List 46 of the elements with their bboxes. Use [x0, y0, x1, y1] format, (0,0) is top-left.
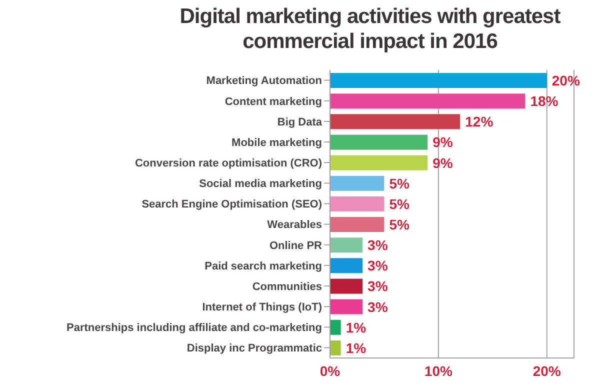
y-tick-label: Communities [252, 280, 322, 293]
y-tick-label: Big Data [277, 116, 323, 128]
y-tick-label: Wearables [267, 219, 322, 232]
data-label: 20% [552, 72, 580, 88]
y-tick-label: Paid search marketing [204, 260, 322, 272]
data-label: 3% [368, 237, 388, 254]
y-tick-label: Online PR [269, 240, 322, 252]
data-label: 12% [465, 114, 494, 130]
data-label: 1% [346, 340, 367, 356]
y-tick-label: Marketing Automation [206, 75, 322, 88]
chart-title: Digital marketing activities with greatest commercial impact in 2016 [178, 4, 562, 54]
y-tick-label: Search Engine Optimisation (SEO) [142, 198, 322, 211]
bar [330, 238, 363, 253]
y-tick-label: Conversion rate optimisation (CRO) [134, 157, 322, 170]
data-label: 9% [432, 154, 454, 171]
bar [330, 134, 428, 150]
y-tick-label: Mobile marketing [232, 136, 322, 149]
data-label: 3% [368, 258, 388, 274]
bar [330, 155, 428, 170]
bar [330, 73, 547, 88]
bar [330, 299, 363, 314]
bar [330, 278, 363, 294]
bar [330, 258, 363, 274]
data-label: 5% [389, 175, 410, 192]
data-label: 5% [389, 196, 410, 212]
bar [330, 94, 526, 109]
data-label: 5% [389, 216, 410, 232]
bar [330, 320, 341, 335]
bar [330, 340, 341, 356]
data-label: 9% [432, 134, 454, 150]
y-tick-label: Social media marketing [199, 178, 322, 190]
y-tick-label: Internet of Things (IoT) [202, 301, 322, 314]
data-label: 3% [368, 298, 388, 315]
data-label: 18% [530, 93, 559, 110]
data-label: 3% [368, 278, 388, 294]
data-label: 1% [346, 319, 367, 336]
x-tick-label: 10% [424, 362, 453, 379]
y-tick-label: Display inc Programmatic [186, 342, 322, 355]
bar [330, 196, 384, 212]
bar [330, 114, 460, 130]
x-tick-label: 0% [320, 362, 341, 379]
bar [330, 176, 384, 191]
y-tick-label: Partnerships including affiliate and co-marketing [66, 322, 322, 334]
bar [330, 217, 384, 232]
y-tick-label: Content marketing [224, 96, 322, 108]
x-tick-label: 20% [532, 362, 562, 379]
